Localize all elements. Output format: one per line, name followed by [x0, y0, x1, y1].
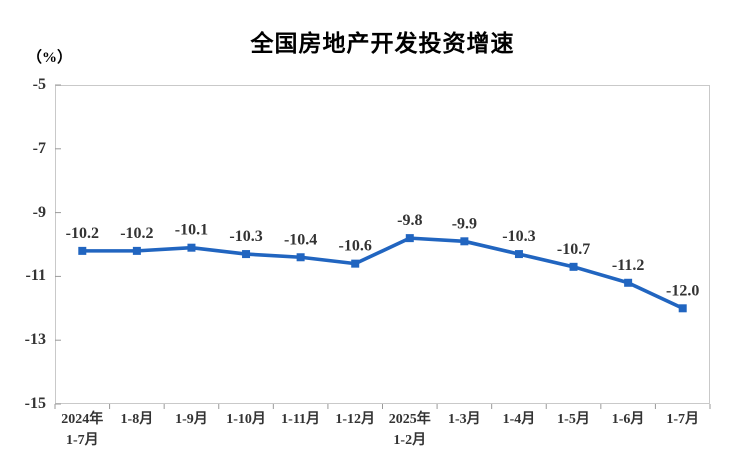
- chart-title: 全国房地产开发投资增速: [250, 31, 515, 56]
- x-axis-category-label: 1-5月: [557, 412, 590, 427]
- x-axis-category-label: 1-12月: [335, 412, 376, 427]
- x-axis-category-label: 1-8月: [120, 412, 154, 427]
- data-point-label: -10.4: [284, 231, 317, 248]
- x-axis-category-label: 1-10月: [226, 412, 266, 427]
- data-point-label: -9.9: [452, 215, 477, 232]
- data-point-label: -10.2: [66, 225, 99, 242]
- x-axis-category-label: 1-11月: [281, 412, 321, 427]
- x-axis-category-label: 1-7月: [666, 412, 699, 427]
- data-point-label: -11.2: [612, 257, 644, 274]
- plot-area: -10.2 -10.2 -10.1 -10.3 -10.4 -10.6 -9.8 -9.9 -1…: [54, 84, 711, 409]
- x-axis-category-label: 1-3月: [448, 412, 481, 427]
- data-point-label: -10.6: [339, 238, 372, 255]
- data-point-label: -10.2: [120, 225, 153, 242]
- line-chart-svg: -10.2 -10.2 -10.1 -10.3 -10.4 -10.6 -9.8 -9.9 -1…: [54, 84, 711, 409]
- y-tick-label: -11: [25, 267, 46, 285]
- x-axis-category-label: 1-6月: [611, 412, 645, 427]
- y-axis-unit-label: （%）: [27, 50, 73, 66]
- data-point-label: -12.0: [666, 282, 699, 299]
- x-axis-category-label: 1-9月: [175, 412, 208, 427]
- data-point-label: -10.3: [229, 228, 262, 245]
- y-tick-label: -5: [32, 76, 46, 93]
- x-axis-category-label: 2025年 1-2月: [388, 412, 431, 448]
- x-axis-category-label: 2024年 1-7月: [61, 412, 104, 448]
- y-tick-label: -7: [32, 139, 46, 157]
- data-point-label: -10.1: [175, 222, 208, 239]
- y-tick-label: -15: [24, 395, 46, 412]
- x-axis-category-label: 1-4月: [502, 412, 536, 427]
- data-point-label: -10.7: [557, 241, 590, 258]
- data-point-label: -10.3: [502, 228, 535, 245]
- data-point-label: -9.8: [397, 212, 422, 229]
- y-tick-label: -9: [32, 203, 46, 221]
- x-axis-labels: 2024年 1-7月 1-8月 1-9月 1-10月 1-11月 1-12月 2025年 1-2…: [55, 409, 710, 451]
- y-tick-label: -13: [24, 331, 46, 349]
